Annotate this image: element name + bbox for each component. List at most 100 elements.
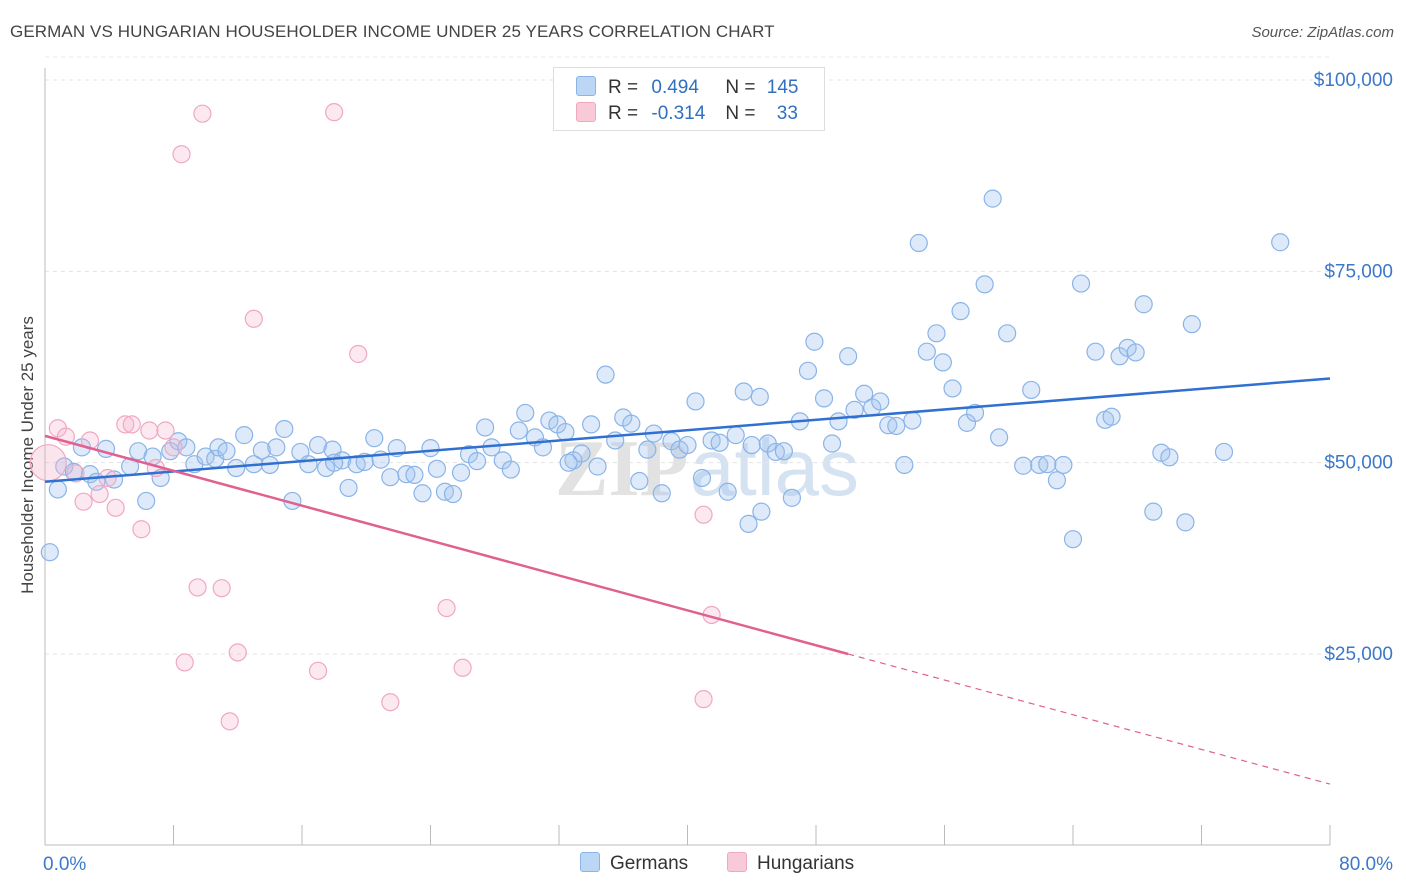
german-point (137, 491, 156, 511)
german-point (556, 422, 575, 442)
hungarian-point (90, 484, 109, 504)
german-point (887, 416, 906, 436)
german-point (325, 453, 344, 472)
bottom-legend-germans: Germans (580, 852, 688, 875)
hungarian-point (437, 598, 456, 618)
german-point (40, 543, 59, 562)
hungarian-point (140, 421, 159, 440)
hungarian-trend-line (44, 434, 849, 656)
german-point (710, 433, 729, 452)
germans-swatch (576, 76, 596, 96)
german-point (1134, 295, 1153, 314)
german-point (983, 189, 1002, 208)
german-point (308, 435, 328, 455)
germans-n-value: 145 (766, 77, 799, 98)
german-point (1214, 442, 1234, 462)
y-tick-label: $100,000 (1314, 70, 1393, 91)
german-point (443, 484, 463, 504)
german-point (622, 414, 641, 433)
german-point (582, 415, 601, 434)
german-point (1086, 342, 1105, 361)
hungarian-point (453, 658, 472, 677)
y-tick-label: $50,000 (1324, 453, 1393, 474)
german-point (951, 302, 970, 321)
german-point (933, 353, 952, 372)
german-point (927, 324, 946, 343)
y-tick-label: $75,000 (1324, 261, 1393, 282)
german-point (1182, 315, 1201, 334)
hungarians-r-value: -0.314 (651, 103, 706, 124)
german-point (299, 455, 318, 474)
german-point (235, 426, 254, 445)
german-point (774, 442, 793, 461)
german-point (55, 457, 74, 476)
german-point (588, 457, 607, 476)
hungarian-point (228, 643, 247, 662)
german-point (805, 332, 824, 351)
german-point (177, 438, 196, 457)
hungarian-point (188, 578, 207, 597)
hungarians-legend-label: Hungarians (757, 853, 855, 874)
german-point (572, 444, 591, 463)
german-point (339, 478, 358, 498)
hungarian-point (244, 309, 263, 328)
german-point (726, 426, 745, 445)
german-point (1038, 455, 1057, 474)
german-point (421, 439, 440, 458)
german-point (998, 324, 1017, 343)
german-point (476, 418, 495, 437)
german-point (903, 411, 922, 430)
germans-r-value: 0.494 (651, 77, 699, 98)
german-point (267, 438, 286, 457)
hungarian-point (308, 661, 328, 680)
german-point (1102, 407, 1121, 426)
hungarian-point (172, 145, 191, 164)
german-point (814, 389, 834, 408)
hungarian-point (66, 464, 85, 483)
hungarian-point (212, 579, 231, 598)
german-point (451, 463, 471, 482)
hungarian-point (694, 505, 713, 524)
german-point (917, 342, 936, 361)
n-label: N = (725, 103, 756, 124)
german-point (839, 347, 858, 366)
hungarian-point (156, 421, 175, 440)
german-point (516, 403, 535, 423)
hungarians-swatch (576, 102, 596, 122)
german-point (1047, 471, 1067, 490)
german-point (909, 233, 928, 253)
german-point (692, 468, 712, 488)
german-point (630, 471, 649, 491)
german-point (871, 392, 890, 411)
german-point (467, 452, 487, 471)
hungarian-point (325, 103, 344, 122)
german-point (742, 435, 761, 455)
german-point (895, 455, 914, 475)
german-point (638, 440, 657, 459)
hungarian-point (694, 690, 713, 709)
german-point (1176, 513, 1195, 532)
legend-row-hungarians: R = -0.314 N = 33 (576, 102, 798, 126)
german-point (943, 379, 962, 398)
german-point (509, 421, 528, 440)
german-point (1063, 530, 1083, 549)
german-point (678, 435, 697, 455)
data-points (29, 103, 1290, 731)
hungarian-point (193, 104, 212, 123)
n-label: N = (725, 77, 756, 98)
hungarian-point (175, 653, 194, 672)
german-point (413, 484, 432, 503)
german-point (1054, 455, 1073, 475)
r-label: R = (608, 103, 639, 124)
german-point (829, 412, 848, 431)
german-point (1144, 502, 1163, 521)
german-point (822, 434, 842, 453)
source-label: Source: ZipAtlas.com (1251, 24, 1394, 41)
hungarian-point (116, 415, 135, 434)
hungarians-swatch (727, 852, 747, 872)
german-point (217, 442, 236, 461)
german-point (782, 488, 802, 507)
hungarian-point (220, 712, 239, 731)
german-point (686, 392, 705, 411)
german-point (739, 514, 758, 533)
